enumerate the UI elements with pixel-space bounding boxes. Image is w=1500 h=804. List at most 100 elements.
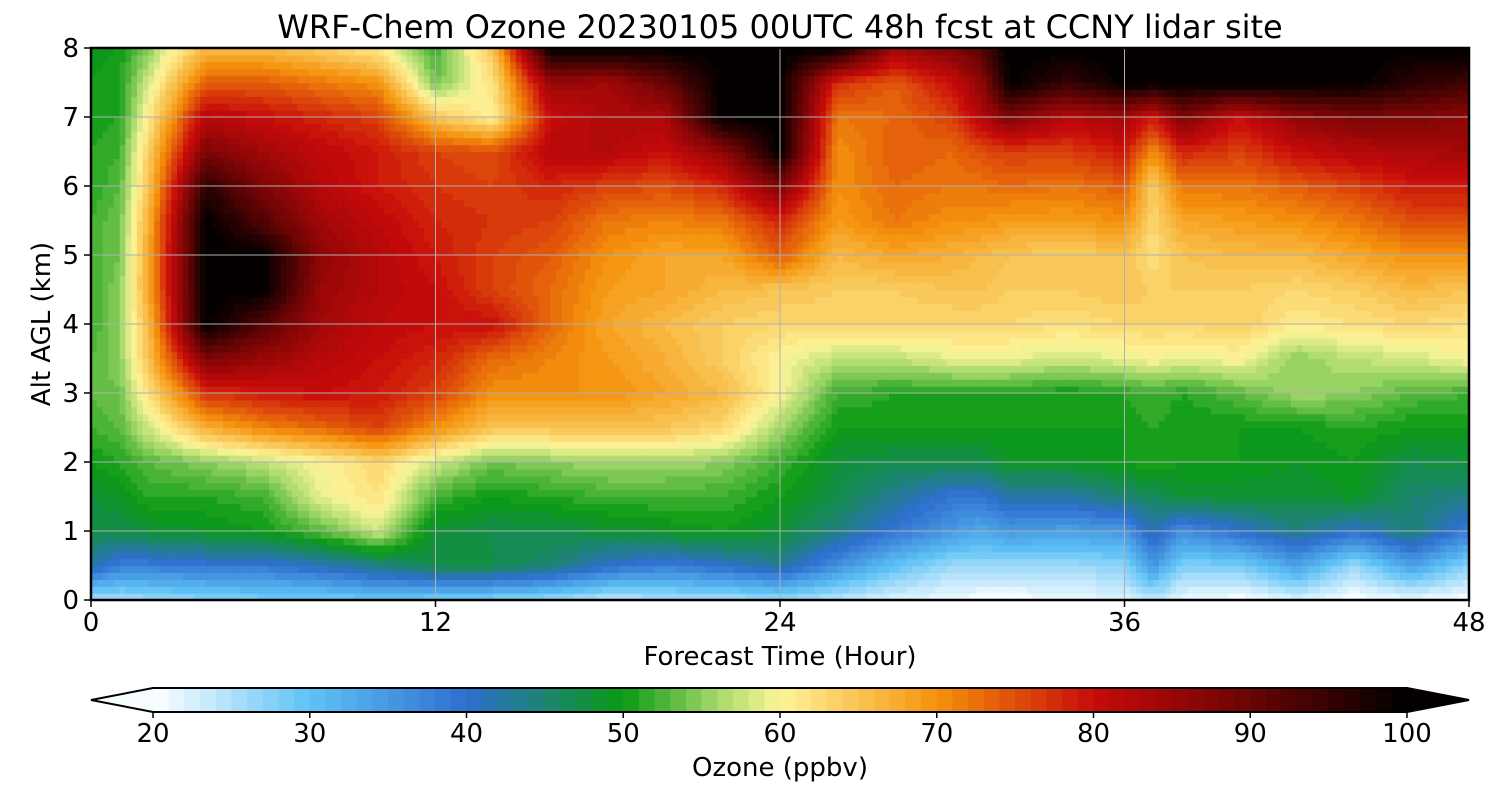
heatmap-cell (676, 579, 683, 587)
heatmap-cell (194, 586, 201, 594)
heatmap-cell (1319, 586, 1327, 594)
heatmap-cell (1354, 579, 1361, 587)
heatmap-cell (957, 462, 965, 470)
heatmap-cell (320, 482, 328, 491)
heatmap-cell (326, 468, 333, 477)
heatmap-cell (171, 468, 178, 477)
heatmap-cell (1113, 558, 1120, 567)
heatmap-cell (630, 586, 638, 594)
heatmap-cell (1451, 537, 1459, 546)
heatmap-cell (837, 517, 844, 525)
heatmap-cell (573, 475, 580, 484)
heatmap-cell (1055, 531, 1062, 539)
heatmap-cell (389, 475, 396, 484)
heatmap-cell (992, 475, 999, 484)
heatmap-cell (785, 544, 793, 553)
heatmap-cell (228, 462, 236, 470)
heatmap-cell (159, 489, 167, 498)
heatmap-cell (1153, 462, 1160, 470)
heatmap-cell (1325, 503, 1332, 511)
heatmap-cell (676, 510, 683, 518)
heatmap-cell (613, 489, 620, 498)
heatmap-cell (1250, 482, 1258, 491)
heatmap-cell (946, 489, 953, 498)
heatmap-cell (521, 517, 528, 525)
heatmap-cell (378, 503, 385, 511)
heatmap-cell (785, 586, 793, 594)
heatmap-cell (1153, 579, 1160, 587)
heatmap-cell (326, 572, 333, 580)
heatmap-cell (986, 579, 994, 587)
heatmap-cell (659, 565, 666, 573)
heatmap-cell (527, 517, 534, 525)
heatmap-cell (688, 544, 695, 553)
heatmap-cell (980, 579, 988, 587)
heatmap-cell (900, 531, 907, 539)
heatmap-cell (1038, 537, 1045, 546)
heatmap-cell (831, 544, 839, 553)
heatmap-cell (246, 489, 253, 498)
heatmap-cell (360, 593, 368, 600)
heatmap-cell (854, 455, 861, 463)
heatmap-cell (418, 510, 425, 518)
heatmap-cell (182, 586, 190, 594)
heatmap-cell (917, 462, 925, 470)
heatmap-cell (883, 468, 890, 477)
heatmap-cell (1285, 572, 1292, 580)
heatmap-cell (1055, 551, 1062, 560)
heatmap-cell (659, 551, 666, 560)
heatmap-cell (1026, 489, 1034, 498)
heatmap-cell (935, 475, 942, 484)
heatmap-cell (550, 544, 557, 553)
heatmap-cell (561, 531, 569, 539)
heatmap-cell (561, 551, 569, 560)
heatmap-cell (1118, 544, 1126, 553)
heatmap-cell (1049, 510, 1057, 518)
heatmap-cell (297, 475, 305, 484)
heatmap-cell (108, 468, 115, 477)
heatmap-cell (131, 503, 138, 511)
heatmap-cell (1130, 489, 1137, 498)
heatmap-cell (975, 565, 982, 573)
heatmap-cell (682, 496, 689, 504)
heatmap-cell (602, 579, 609, 587)
heatmap-cell (355, 475, 362, 484)
heatmap-cell (487, 586, 494, 594)
heatmap-cell (791, 510, 798, 518)
heatmap-cell (372, 496, 379, 504)
heatmap-cell (1405, 572, 1413, 580)
heatmap-cell (653, 455, 661, 463)
heatmap-cell (1130, 544, 1137, 553)
heatmap-cell (1400, 544, 1407, 553)
heatmap-cell (188, 503, 195, 511)
heatmap-cell (1222, 572, 1229, 580)
heatmap-cell (102, 503, 109, 511)
heatmap-cell (917, 489, 925, 498)
heatmap-cell (1331, 579, 1338, 587)
heatmap-cell (538, 496, 546, 504)
heatmap-cell (246, 517, 253, 525)
heatmap-cell (877, 524, 884, 532)
heatmap-cell (452, 537, 460, 546)
heatmap-cell (286, 455, 293, 463)
heatmap-cell (624, 517, 632, 525)
heatmap-cell (1095, 489, 1103, 498)
heatmap-cell (573, 544, 580, 553)
heatmap-cell (504, 572, 511, 580)
heatmap-cell (1124, 579, 1131, 587)
heatmap-cell (624, 468, 632, 477)
heatmap-cell (894, 496, 902, 504)
heatmap-cell (286, 544, 293, 553)
heatmap-cell (647, 475, 655, 484)
heatmap-cell (1446, 565, 1453, 573)
heatmap-cell (1291, 531, 1298, 539)
heatmap-cell (418, 496, 425, 504)
heatmap-cell (1313, 510, 1321, 518)
heatmap-cell (1216, 503, 1223, 511)
heatmap-cell (1331, 489, 1338, 498)
heatmap-cell (1009, 468, 1017, 477)
heatmap-cell (102, 524, 109, 532)
heatmap-cell (1107, 496, 1114, 504)
heatmap-cell (1113, 482, 1120, 491)
heatmap-cell (1153, 475, 1160, 484)
